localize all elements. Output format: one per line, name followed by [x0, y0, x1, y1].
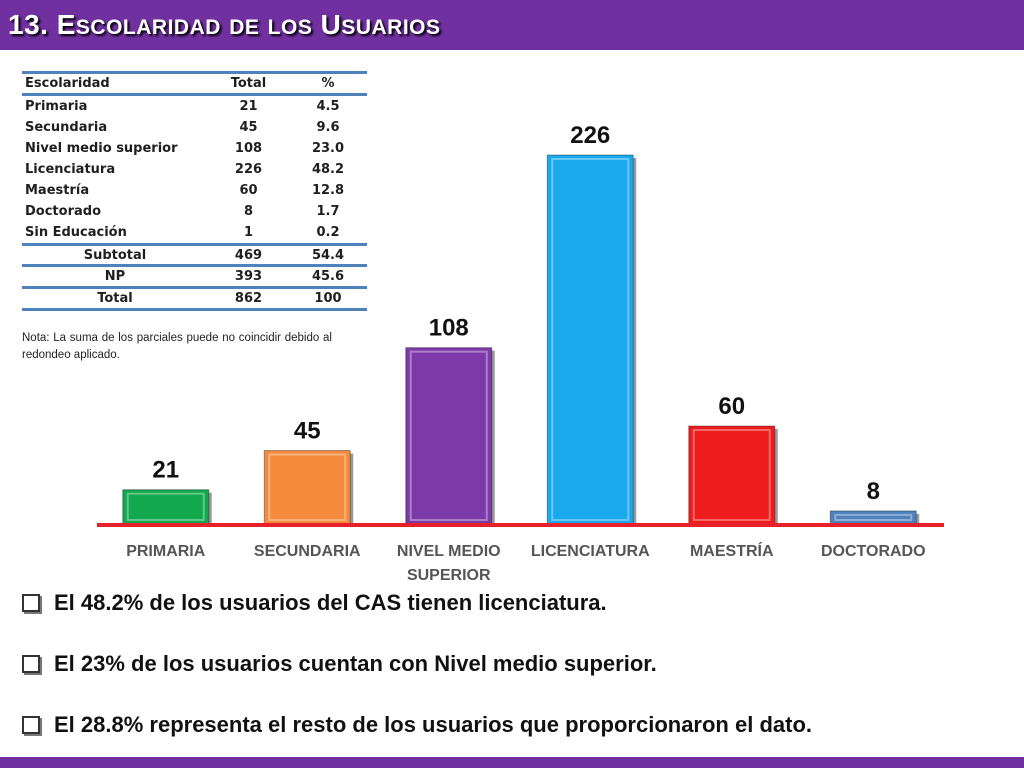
bullet-text: El 48.2% de los usuarios del CAS tienen …: [54, 590, 607, 615]
row-percent: 4.5: [316, 99, 340, 114]
np-row: NP 393 45.6: [22, 265, 367, 289]
bullet-item: El 23% de los usuarios cuentan con Nivel…: [22, 649, 657, 679]
row-label: Sin Educación: [25, 225, 127, 240]
table-row: Nivel medio superior 108 23.0: [22, 138, 367, 159]
total-label: Total: [22, 287, 208, 311]
table-row: Secundaria 45 9.6: [22, 117, 367, 138]
data-label: 8: [867, 478, 880, 505]
bar-bevel: [692, 429, 771, 521]
subtotal-percent: 54.4: [289, 243, 367, 267]
subtotal-label: Subtotal: [22, 243, 208, 267]
total-percent: 100: [289, 287, 367, 311]
row-percent: 48.2: [311, 162, 345, 177]
data-label: 108: [429, 315, 469, 342]
bullet-item: El 28.8% representa el resto de los usua…: [22, 710, 812, 740]
table-header-total: Total: [208, 71, 289, 96]
row-total: 1: [243, 225, 254, 240]
row-percent: 9.6: [316, 120, 340, 135]
bar-group: [546, 154, 637, 527]
bar-group: [405, 347, 495, 527]
row-total: 108: [234, 141, 263, 156]
np-label: NP: [22, 265, 208, 289]
category-label: DOCTORADO: [821, 543, 926, 560]
bar: [546, 154, 634, 525]
bar-group: [688, 425, 778, 527]
schooling-bar-chart: 21 PRIMARIA 45 SECUNDARIA 108 NIVEL MEDIO SUPE…: [97, 122, 944, 584]
bar: [263, 450, 351, 525]
row-total: 8: [243, 204, 254, 219]
row-percent: 0.2: [316, 225, 340, 240]
row-label: Licenciatura: [25, 162, 116, 177]
data-label: 45: [294, 418, 321, 445]
np-percent: 45.6: [289, 265, 367, 289]
title-number: 13.: [8, 9, 49, 40]
table-row: Sin Educación 1 0.2: [22, 222, 367, 245]
bar: [122, 489, 210, 525]
title-bar: 13. ESCOLARIDAD DE LOS USUARIOS: [0, 0, 1024, 50]
slide-title: 13. ESCOLARIDAD DE LOS USUARIOS: [8, 9, 441, 41]
row-label: Doctorado: [25, 204, 101, 219]
category-label: SECUNDARIA: [254, 543, 361, 560]
total-row: Total 862 100: [22, 287, 367, 311]
row-percent: 23.0: [311, 141, 345, 156]
table-row: Primaria 21 4.5: [22, 95, 367, 118]
table-header-schooling: Escolaridad: [22, 71, 208, 96]
bullet-item: El 48.2% de los usuarios del CAS tienen …: [22, 588, 607, 618]
title-word-3: LOS: [267, 16, 313, 39]
schooling-table: Escolaridad Total % Primaria 21 4.5 Secund…: [22, 71, 367, 311]
title-word-1: ESCOLARIDAD: [56, 9, 221, 40]
table-header-row: Escolaridad Total %: [22, 71, 367, 96]
data-label: 226: [570, 122, 610, 149]
row-total: 21: [239, 99, 258, 114]
data-label: 60: [718, 393, 745, 420]
title-word-2: DE: [229, 16, 260, 39]
bar-bevel: [126, 492, 205, 522]
row-percent: 1.7: [316, 204, 340, 219]
bar-bevel: [409, 350, 488, 522]
bar-group: [263, 450, 354, 527]
np-total: 393: [208, 265, 289, 289]
bar-group: [122, 489, 212, 527]
row-total: 60: [239, 183, 258, 198]
data-label: 21: [152, 457, 179, 484]
row-label: Maestría: [25, 183, 90, 198]
category-label: LICENCIATURA: [531, 543, 650, 560]
bar: [829, 510, 917, 525]
category-label: SUPERIOR: [407, 567, 491, 584]
checkbox-bullet-icon: [22, 594, 40, 612]
table-row: Licenciatura 226 48.2: [22, 159, 367, 180]
table-row: Maestría 60 12.8: [22, 180, 367, 201]
bullet-text: El 23% de los usuarios cuentan con Nivel…: [54, 651, 657, 676]
row-label: Primaria: [25, 99, 88, 114]
category-label: PRIMARIA: [126, 543, 206, 560]
row-total: 45: [239, 120, 258, 135]
bar-bevel: [551, 158, 630, 521]
category-label: MAESTRÍA: [690, 541, 774, 560]
bottom-bar: [0, 757, 1024, 768]
bar: [688, 425, 776, 525]
row-total: 226: [234, 162, 263, 177]
bar-bevel: [268, 453, 347, 521]
row-percent: 12.8: [311, 183, 345, 198]
row-label: Nivel medio superior: [25, 141, 178, 156]
checkbox-bullet-icon: [22, 655, 40, 673]
bullet-text: El 28.8% representa el resto de los usua…: [54, 712, 812, 737]
subtotal-row: Subtotal 469 54.4: [22, 243, 367, 267]
title-word-4: USUARIOS: [320, 9, 441, 40]
rounding-note: Nota: La suma de los parciales puede no …: [22, 332, 332, 361]
bar: [405, 347, 493, 525]
checkbox-bullet-icon: [22, 716, 40, 734]
table-row: Doctorado 8 1.7: [22, 201, 367, 222]
bar-bevel: [834, 513, 913, 521]
subtotal-total: 469: [208, 243, 289, 267]
total-total: 862: [208, 287, 289, 311]
row-label: Secundaria: [25, 120, 108, 135]
category-label: NIVEL MEDIO: [397, 543, 501, 560]
table-header-percent: %: [289, 71, 367, 96]
